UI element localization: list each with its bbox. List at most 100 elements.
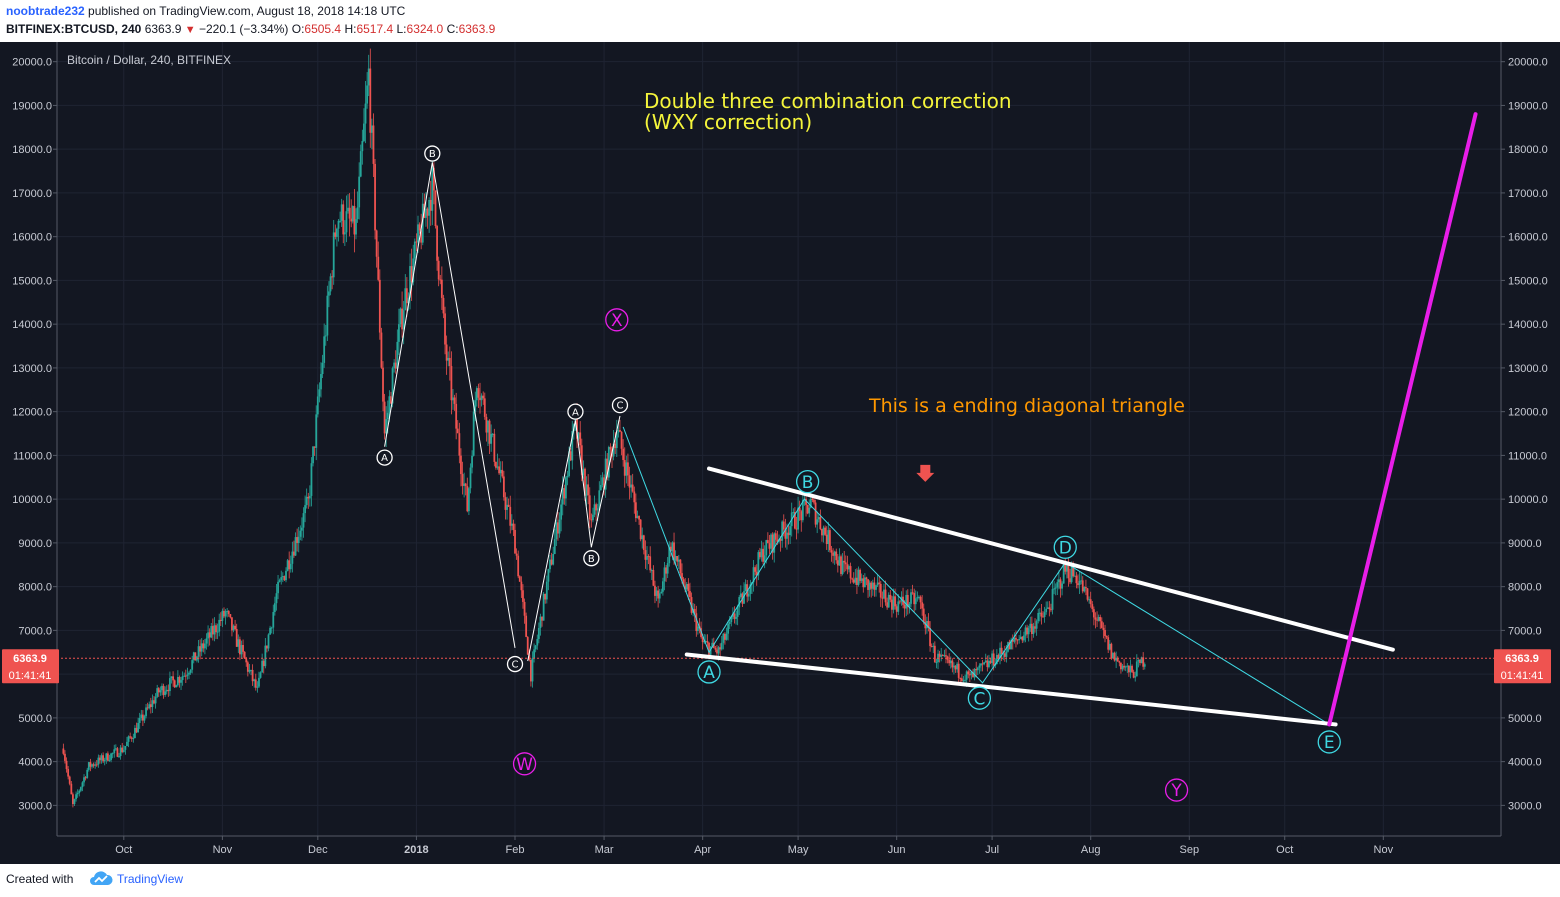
candle-body bbox=[62, 748, 65, 754]
candle-body bbox=[83, 777, 85, 783]
candle-body bbox=[714, 648, 717, 650]
countdown-left: 01:41:41 bbox=[9, 670, 52, 682]
candle-body bbox=[84, 777, 87, 779]
candle-body bbox=[267, 634, 270, 649]
wave-label-circle-w bbox=[512, 752, 537, 776]
candle-body bbox=[617, 429, 620, 433]
candle-body bbox=[356, 207, 359, 220]
candle-body bbox=[636, 516, 639, 519]
wave-label-a: A bbox=[381, 453, 388, 464]
candle-body bbox=[251, 669, 254, 682]
y-tick-label-right: 18000.0 bbox=[1508, 144, 1548, 156]
candle-body bbox=[67, 769, 70, 777]
candle-body bbox=[840, 556, 842, 574]
candle-body bbox=[603, 477, 605, 490]
candle-body bbox=[433, 167, 435, 191]
candle-body bbox=[285, 570, 287, 581]
candle-body bbox=[517, 555, 520, 577]
candle-body bbox=[623, 460, 626, 476]
candle-body bbox=[744, 584, 747, 592]
candle-body bbox=[258, 677, 260, 687]
candle-body bbox=[1027, 628, 1030, 635]
candle-body bbox=[964, 679, 966, 681]
candle-body bbox=[159, 690, 162, 693]
tradingview-cloud-icon bbox=[90, 871, 113, 885]
price-chart[interactable]: A B C A B C A B C D E W X Y 3000.0 3000.0 4000.0 4000.0 5… bbox=[0, 42, 1560, 864]
candle-body bbox=[108, 759, 111, 761]
candle-body bbox=[821, 529, 823, 536]
candle-body bbox=[1080, 580, 1083, 582]
candle-body bbox=[103, 759, 106, 762]
candle-body bbox=[596, 508, 599, 511]
candle-body bbox=[507, 504, 510, 507]
candle-body bbox=[523, 601, 526, 616]
candle-body bbox=[467, 488, 470, 512]
candle-body bbox=[420, 230, 423, 243]
candle-body bbox=[205, 638, 208, 644]
candle-body bbox=[658, 593, 661, 599]
candle-body bbox=[425, 208, 427, 218]
candle-body bbox=[367, 68, 370, 86]
candle-body bbox=[665, 567, 667, 574]
candle-body bbox=[919, 596, 922, 603]
candle-body bbox=[768, 543, 771, 549]
candle-body bbox=[595, 504, 598, 511]
candle-body bbox=[328, 291, 330, 296]
candle-body bbox=[553, 539, 556, 554]
candle-body bbox=[315, 414, 318, 448]
candle-body bbox=[811, 498, 814, 500]
high-value: 6517.4 bbox=[356, 22, 394, 36]
candle-body bbox=[118, 756, 120, 758]
candle-body bbox=[145, 707, 147, 717]
y-tick-label-left: 4000.0 bbox=[18, 757, 52, 769]
candle-body bbox=[318, 389, 321, 397]
candle-body bbox=[561, 488, 564, 505]
candle-body bbox=[312, 446, 314, 464]
candle-body bbox=[814, 502, 817, 525]
candle-body bbox=[1024, 627, 1027, 636]
candle-body bbox=[140, 714, 143, 719]
candle-body bbox=[253, 679, 256, 682]
candle-body bbox=[248, 670, 251, 672]
candle-body bbox=[988, 660, 990, 668]
candle-body bbox=[906, 594, 909, 607]
candle-body bbox=[216, 631, 219, 633]
candle-body bbox=[100, 755, 103, 761]
candle-body bbox=[405, 288, 408, 304]
candle-body bbox=[151, 700, 154, 708]
candle-body bbox=[1078, 580, 1081, 586]
candle-body bbox=[1011, 639, 1014, 642]
candle-body bbox=[868, 582, 871, 590]
candle-body bbox=[537, 628, 540, 639]
candle-body bbox=[359, 151, 362, 177]
candle-body bbox=[898, 601, 901, 603]
candle-body bbox=[421, 203, 424, 243]
candle-body bbox=[609, 447, 612, 450]
candle-body bbox=[221, 610, 224, 621]
candle-body bbox=[383, 401, 386, 434]
tradingview-link[interactable]: TradingView bbox=[117, 872, 184, 886]
upper-boundary bbox=[707, 466, 1395, 652]
candle-body bbox=[806, 504, 809, 514]
candle-body bbox=[1073, 575, 1076, 577]
countdown-right: 01:41:41 bbox=[1501, 670, 1544, 682]
candle-body bbox=[1083, 587, 1086, 592]
candle-body bbox=[649, 556, 652, 571]
candle-body bbox=[797, 507, 799, 530]
candle-body bbox=[533, 649, 535, 659]
wave-label-a: A bbox=[703, 663, 715, 683]
candle-body bbox=[973, 669, 976, 678]
author-link[interactable]: noobtrade232 bbox=[6, 4, 85, 18]
candle-body bbox=[630, 484, 633, 488]
y-tick-label-right: 7000.0 bbox=[1508, 625, 1542, 637]
candle-body bbox=[685, 583, 688, 590]
x-tick-label: 2018 bbox=[404, 844, 428, 856]
candle-body bbox=[73, 799, 76, 805]
candle-body bbox=[774, 533, 777, 540]
chart-area[interactable]: A B C A B C A B C D E W X Y 3000.0 3000.0 4000.0 4000.0 5… bbox=[0, 42, 1560, 864]
candle-body bbox=[1094, 617, 1097, 620]
candle-body bbox=[766, 540, 769, 544]
candle-body bbox=[343, 232, 346, 235]
candle-body bbox=[531, 658, 534, 682]
candle-body bbox=[954, 665, 957, 670]
